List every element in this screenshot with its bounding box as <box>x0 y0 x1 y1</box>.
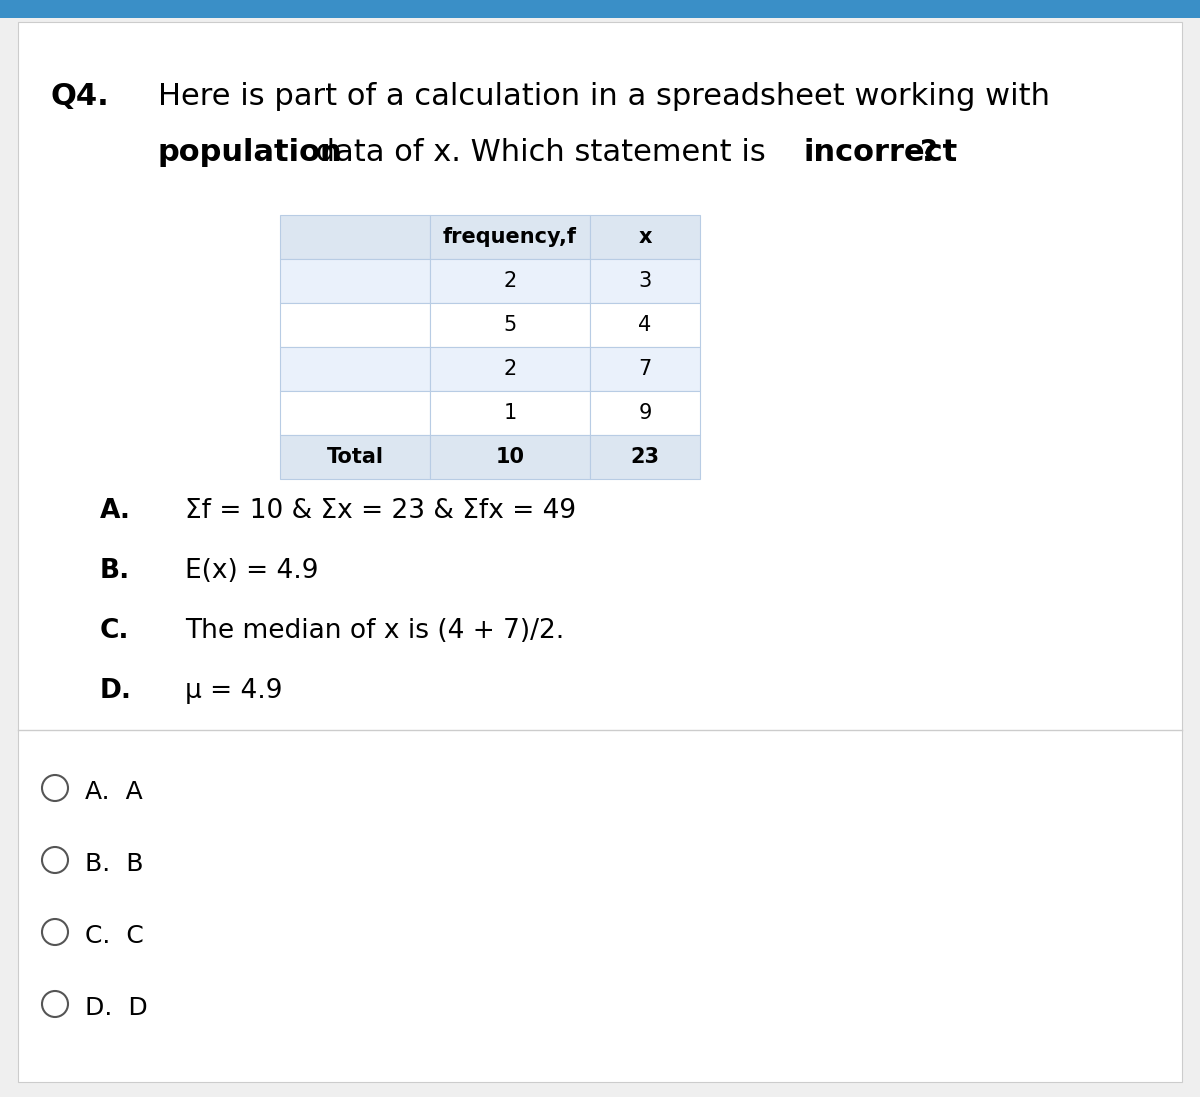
FancyBboxPatch shape <box>430 215 590 259</box>
FancyBboxPatch shape <box>280 303 430 347</box>
FancyBboxPatch shape <box>590 436 700 479</box>
Text: B.  B: B. B <box>85 852 144 877</box>
Text: E(x) = 4.9: E(x) = 4.9 <box>185 558 318 584</box>
Text: 4: 4 <box>638 315 652 335</box>
Text: 2: 2 <box>503 359 517 378</box>
FancyBboxPatch shape <box>430 259 590 303</box>
FancyBboxPatch shape <box>280 347 430 391</box>
Text: population: population <box>158 138 343 167</box>
FancyBboxPatch shape <box>0 0 1200 18</box>
Text: D.: D. <box>100 678 132 704</box>
Text: The median of x is (4 + 7)/2.: The median of x is (4 + 7)/2. <box>185 618 564 644</box>
Text: 1: 1 <box>503 403 517 423</box>
Text: B.: B. <box>100 558 131 584</box>
Text: A.  A: A. A <box>85 780 143 804</box>
Text: 23: 23 <box>630 446 660 467</box>
FancyBboxPatch shape <box>18 22 1182 1082</box>
FancyBboxPatch shape <box>280 391 430 436</box>
Text: x: x <box>638 227 652 247</box>
Text: μ = 4.9: μ = 4.9 <box>185 678 282 704</box>
FancyBboxPatch shape <box>430 391 590 436</box>
FancyBboxPatch shape <box>280 215 430 259</box>
Text: 2: 2 <box>503 271 517 291</box>
Text: Total: Total <box>326 446 384 467</box>
Text: ?: ? <box>920 138 937 167</box>
Text: C.  C: C. C <box>85 924 144 948</box>
FancyBboxPatch shape <box>590 347 700 391</box>
Text: A.: A. <box>100 498 131 524</box>
Text: 5: 5 <box>503 315 517 335</box>
Text: frequency,f: frequency,f <box>443 227 577 247</box>
FancyBboxPatch shape <box>590 303 700 347</box>
Text: Here is part of a calculation in a spreadsheet working with: Here is part of a calculation in a sprea… <box>158 82 1050 111</box>
FancyBboxPatch shape <box>590 259 700 303</box>
Text: data of x. Which statement is: data of x. Which statement is <box>306 138 775 167</box>
Text: 7: 7 <box>638 359 652 378</box>
FancyBboxPatch shape <box>430 436 590 479</box>
Text: 10: 10 <box>496 446 524 467</box>
FancyBboxPatch shape <box>590 391 700 436</box>
Text: Q4.: Q4. <box>50 82 109 111</box>
Text: D.  D: D. D <box>85 996 148 1020</box>
Text: C.: C. <box>100 618 130 644</box>
Text: incorrect: incorrect <box>804 138 959 167</box>
FancyBboxPatch shape <box>430 303 590 347</box>
FancyBboxPatch shape <box>430 347 590 391</box>
FancyBboxPatch shape <box>590 215 700 259</box>
FancyBboxPatch shape <box>280 436 430 479</box>
Text: 3: 3 <box>638 271 652 291</box>
FancyBboxPatch shape <box>280 259 430 303</box>
Text: Σf = 10 & Σx = 23 & Σfx = 49: Σf = 10 & Σx = 23 & Σfx = 49 <box>185 498 576 524</box>
Text: 9: 9 <box>638 403 652 423</box>
